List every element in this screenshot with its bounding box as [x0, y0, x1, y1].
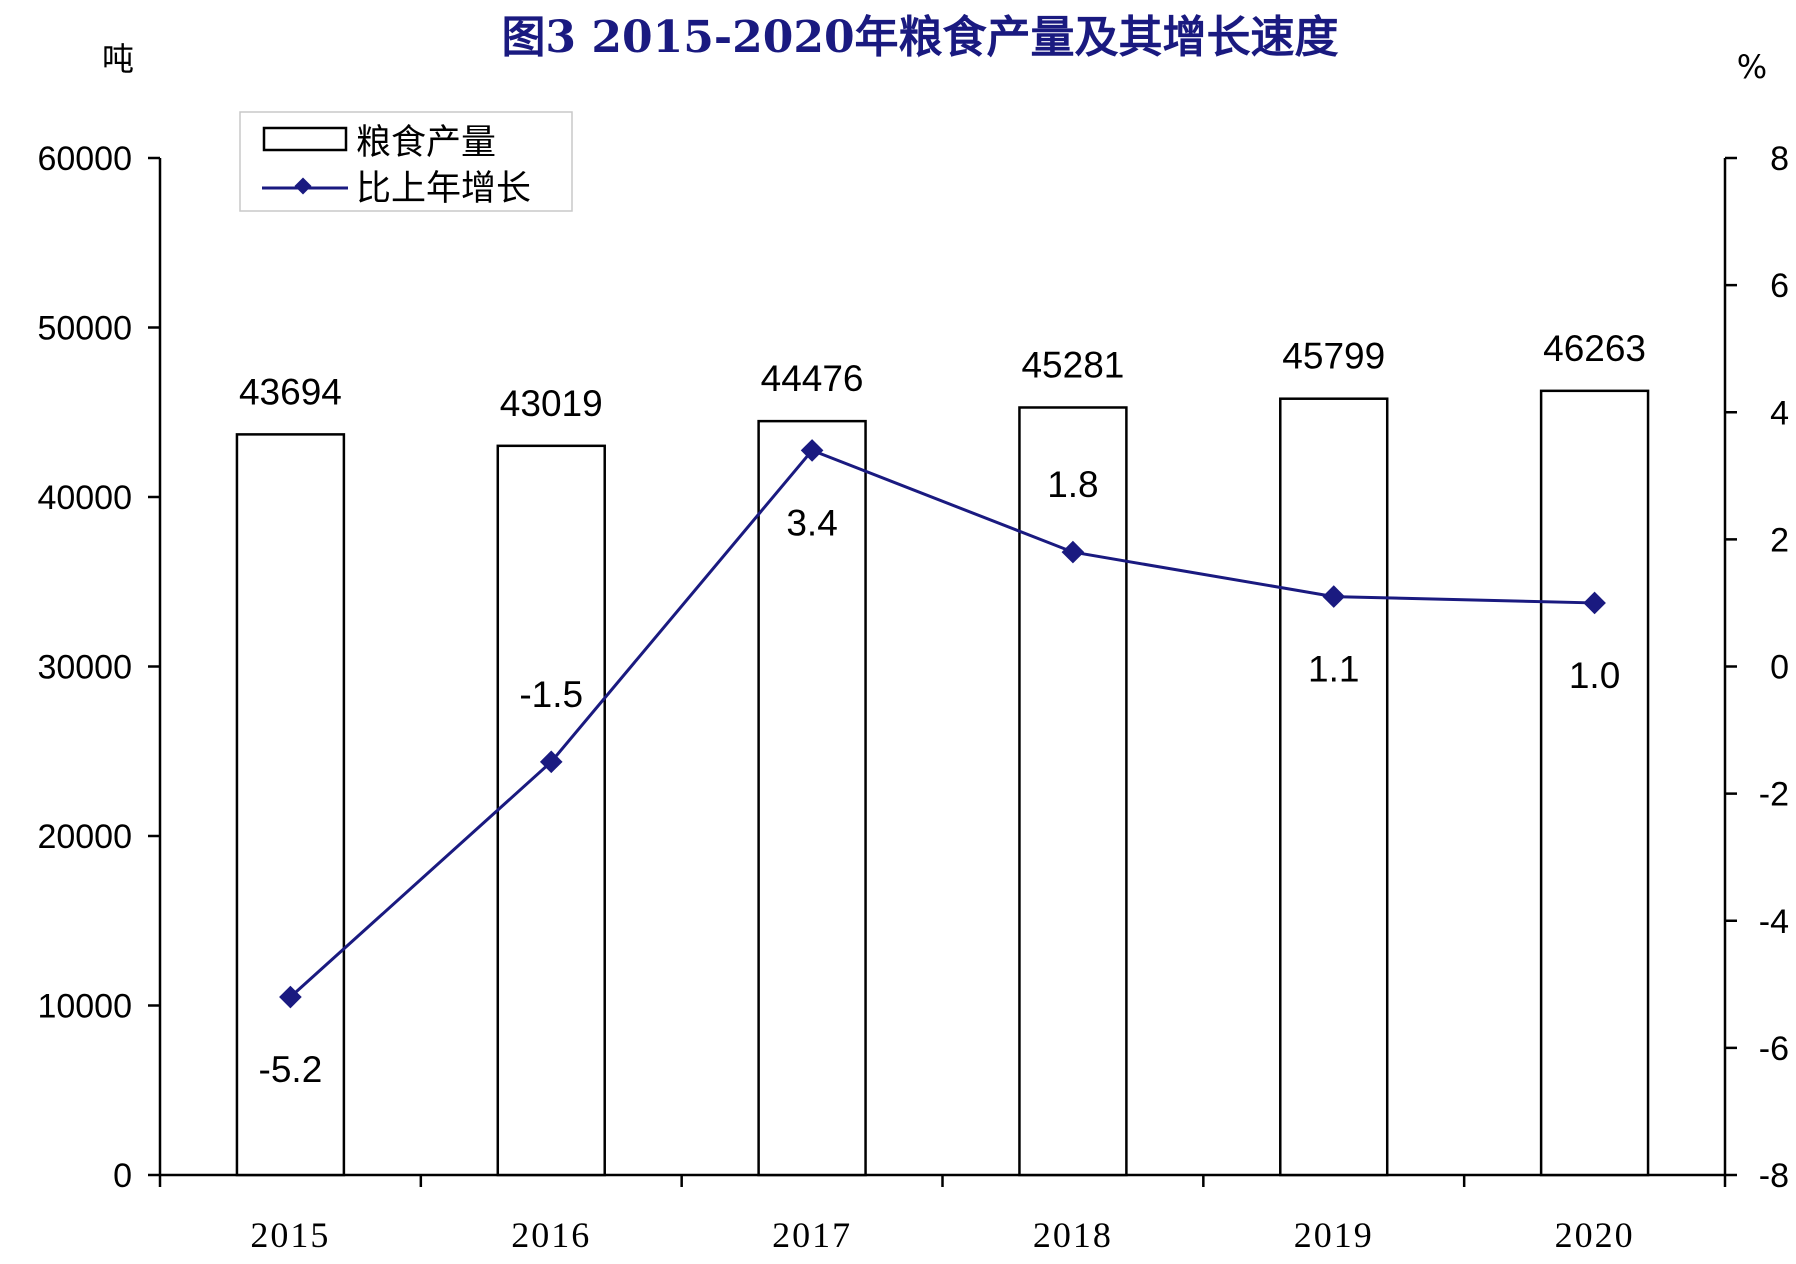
x-tick-label: 2020: [1555, 1215, 1635, 1255]
production-bar: [1018, 406, 1128, 1177]
growth-point-marker: [1583, 591, 1606, 615]
x-tick-label: 2016: [511, 1215, 591, 1255]
legend-label-growth: 比上年增长: [356, 169, 531, 209]
growth-value-label: -5.2: [259, 1049, 323, 1090]
legend-label-production: 粮食产量: [356, 123, 496, 163]
production-bar: [1539, 389, 1650, 1177]
growth-value-label: 1.8: [1047, 464, 1098, 505]
left-y-tick-label: 60000: [37, 140, 132, 178]
right-y-tick-label: 4: [1770, 394, 1789, 432]
left-y-tick-label: 20000: [37, 818, 132, 856]
right-y-tick-label: -6: [1759, 1030, 1789, 1068]
growth-point-marker: [800, 439, 824, 462]
production-value-label: 45281: [1021, 344, 1124, 385]
production-bar: [496, 444, 606, 1177]
left-y-tick-label: 50000: [37, 310, 132, 348]
right-axis-unit: %: [1737, 48, 1767, 86]
x-tick-label: 2015: [250, 1215, 330, 1255]
growth-point-marker: [1061, 540, 1085, 564]
right-y-tick-label: -2: [1759, 776, 1789, 814]
legend: 粮食产量 比上年增长: [239, 111, 573, 212]
chart-title: 图3 2015-2020年粮食产量及其增长速度: [501, 12, 1338, 63]
left-y-tick-label: 40000: [37, 479, 132, 517]
axes: 0 10000 20000 30000 40000 50000 60000 -8 -6 -4 -2 0…: [37, 140, 1789, 1255]
production-value-label: 45799: [1282, 336, 1385, 377]
growth-line: [289, 448, 1595, 999]
growth-value-label: -1.5: [519, 674, 583, 715]
x-tick-label: 2019: [1294, 1215, 1374, 1255]
left-axis-unit: 吨: [102, 40, 134, 78]
x-tick-label: 2017: [772, 1215, 852, 1255]
production-bar: [235, 433, 346, 1177]
left-y-tick-label: 10000: [37, 988, 132, 1026]
right-y-tick-label: -4: [1759, 903, 1789, 941]
production-bar: [757, 419, 867, 1177]
growth-value-label: 3.4: [786, 502, 837, 543]
growth-point-marker: [1322, 585, 1346, 608]
right-y-tick-label: -8: [1759, 1157, 1789, 1195]
left-y-tick-label: 30000: [37, 649, 132, 687]
growth-point-marker: [279, 985, 302, 1009]
growth-point-marker: [539, 750, 563, 774]
production-bar: [1279, 397, 1389, 1177]
legend-bar-swatch: [262, 126, 348, 152]
bars: [235, 389, 1650, 1177]
growth-line-series: [279, 439, 1606, 1009]
growth-value-label: 1.1: [1308, 649, 1359, 690]
data-labels: 43694 43019 44476 45281 45799 46263 -5.2 -1.5 3.…: [239, 328, 1646, 1090]
production-value-label: 44476: [761, 358, 864, 399]
right-y-tick-label: 0: [1770, 649, 1789, 687]
right-y-tick-label: 6: [1770, 267, 1789, 305]
production-value-label: 46263: [1543, 328, 1646, 369]
legend-line-marker: [294, 177, 312, 195]
x-tick-label: 2018: [1033, 1215, 1113, 1255]
production-value-label: 43019: [500, 383, 603, 424]
right-y-tick-label: 2: [1770, 521, 1789, 559]
right-y-tick-label: 8: [1770, 140, 1789, 178]
growth-value-label: 1.0: [1569, 655, 1620, 696]
production-value-label: 43694: [239, 371, 342, 412]
left-y-tick-label: 0: [113, 1157, 132, 1195]
